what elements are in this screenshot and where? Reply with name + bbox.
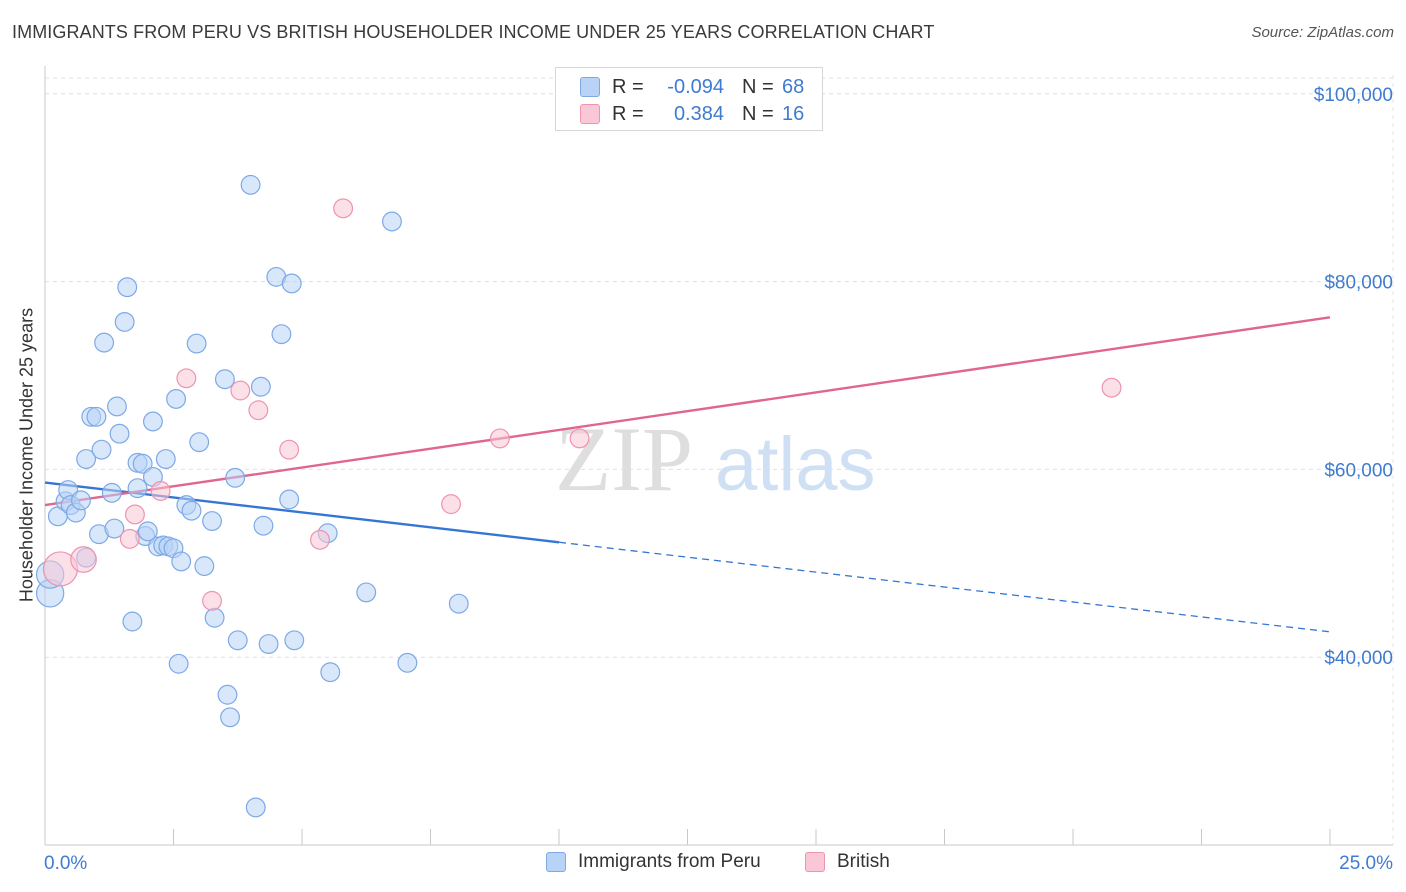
british-point: [150, 481, 171, 501]
r-value: -0.094: [667, 75, 724, 98]
peru-point: [240, 174, 261, 195]
source-label: Source: ZipAtlas.com: [1251, 24, 1394, 41]
peru-point: [202, 511, 222, 531]
british-point: [119, 528, 140, 549]
peru-swatch: [546, 852, 566, 872]
peru-point: [320, 662, 341, 683]
peru-point: [227, 630, 248, 651]
legend-label-british: British: [837, 851, 890, 872]
legend-item-british[interactable]: British: [805, 851, 890, 873]
peru-point: [284, 630, 305, 651]
peru-point: [76, 449, 97, 470]
x-tick-label: 25.0%: [1339, 853, 1393, 874]
n-label: N =: [742, 102, 774, 125]
peru-point: [279, 489, 300, 510]
peru-point: [94, 332, 115, 353]
peru-point: [114, 312, 135, 332]
british-trend-line: [44, 316, 1331, 507]
british-point: [1101, 377, 1122, 398]
peru-point: [281, 273, 302, 294]
peru-point: [189, 432, 210, 453]
peru-point: [253, 515, 274, 536]
british-point: [310, 529, 330, 550]
data-points: [35, 174, 1122, 818]
peru-point: [214, 369, 235, 390]
british-point: [202, 590, 222, 611]
british-swatch: [580, 104, 600, 124]
series-legend: Immigrants from Peru British: [0, 851, 1406, 877]
british-point: [489, 428, 510, 449]
r-label: R =: [612, 102, 644, 125]
peru-point: [122, 611, 143, 632]
tick-labels: $40,000 $60,000 $80,000 $100,000 0.0% 25.0%: [44, 85, 1393, 874]
legend-item-peru[interactable]: Immigrants from Peru: [546, 851, 761, 873]
peru-point: [220, 707, 240, 728]
peru-trend-dashed: [558, 541, 1331, 633]
british-point: [333, 198, 354, 219]
peru-point: [448, 593, 469, 614]
y-axis-label: Householder Income Under 25 years: [16, 307, 37, 603]
legend-row-peru: R = -0.094 N = 68: [580, 74, 804, 100]
peru-point: [171, 551, 192, 572]
watermark-atlas: atlas: [715, 422, 876, 507]
peru-point: [194, 556, 215, 577]
r-value: 0.384: [673, 102, 724, 125]
r-label: R =: [612, 75, 644, 98]
british-swatch: [805, 852, 825, 872]
peru-point: [127, 478, 148, 499]
n-value: 68: [782, 75, 805, 98]
peru-point: [101, 482, 122, 503]
peru-point: [382, 211, 402, 232]
peru-point: [258, 634, 279, 654]
peru-swatch: [580, 77, 600, 97]
y-tick-label: $80,000: [1324, 273, 1393, 294]
n-value: 16: [782, 102, 805, 125]
y-tick-label: $100,000: [1314, 85, 1393, 106]
peru-point: [245, 797, 266, 818]
peru-point: [225, 467, 246, 488]
peru-point: [132, 453, 153, 474]
x-tick-label: 0.0%: [44, 853, 87, 874]
british-point: [279, 439, 300, 460]
peru-point: [142, 411, 163, 432]
legend-label-peru: Immigrants from Peru: [578, 851, 761, 872]
watermark-zip: ZIP: [555, 408, 693, 510]
peru-point: [186, 333, 207, 354]
peru-point: [250, 376, 271, 397]
peru-point: [117, 277, 138, 298]
peru-point: [71, 490, 91, 511]
peru-point: [271, 324, 292, 345]
y-tick-label: $60,000: [1324, 460, 1393, 481]
british-point: [569, 428, 590, 449]
correlation-legend: R = -0.094 N = 68 R = 0.384 N = 16: [555, 67, 823, 131]
watermark: ZIP atlas: [555, 408, 876, 510]
peru-point: [155, 449, 176, 470]
chart-title: IMMIGRANTS FROM PERU VS BRITISH HOUSEHOL…: [12, 22, 935, 42]
axes: [44, 66, 1393, 846]
peru-point: [181, 500, 202, 521]
peru-point: [91, 439, 112, 460]
peru-point: [204, 607, 225, 628]
british-point: [176, 368, 197, 389]
peru-point: [356, 582, 377, 603]
peru-point: [168, 653, 189, 674]
peru-point: [104, 518, 125, 539]
peru-point: [217, 684, 238, 705]
peru-point: [397, 652, 418, 673]
british-point: [70, 546, 97, 573]
peru-point: [107, 396, 127, 417]
peru-point: [137, 521, 158, 542]
british-point: [124, 504, 145, 525]
y-tick-label: $40,000: [1324, 648, 1393, 669]
peru-point: [86, 406, 107, 427]
legend-row-british: R = 0.384 N = 16: [580, 101, 804, 127]
british-point: [441, 494, 462, 515]
british-point: [248, 400, 269, 421]
peru-point: [109, 423, 130, 444]
british-point: [230, 380, 251, 401]
n-label: N =: [742, 75, 774, 98]
peru-point: [166, 389, 187, 409]
